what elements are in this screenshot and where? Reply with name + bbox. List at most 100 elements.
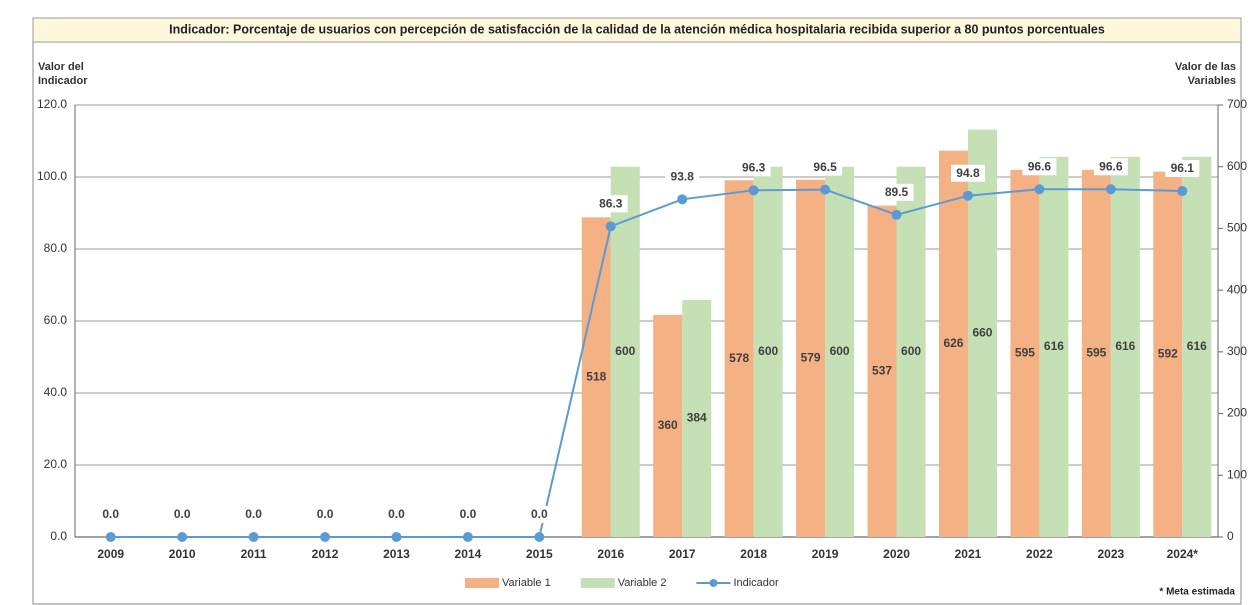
- legend-swatch: [465, 578, 499, 588]
- bar: [610, 166, 640, 537]
- y-tick-label: 0.0: [50, 529, 67, 543]
- label-box: [1022, 158, 1057, 176]
- bar: [1039, 156, 1069, 537]
- bar-label: 600: [615, 344, 635, 358]
- bar-label: 518: [586, 369, 606, 383]
- bar: [796, 179, 826, 537]
- bar: [1153, 171, 1183, 537]
- y2-axis-title: Valor de las Variables: [1174, 61, 1236, 87]
- x-tick-label: 2016: [597, 547, 624, 561]
- bar: [724, 180, 754, 537]
- x-tick-label: 2017: [669, 547, 696, 561]
- line-point: [248, 532, 259, 542]
- y-tick-label: 80.0: [44, 241, 68, 255]
- y2-tick-label: 100: [1227, 467, 1247, 481]
- bar: [682, 300, 712, 537]
- line-point: [820, 184, 831, 195]
- label-box: [308, 506, 343, 523]
- y-tick-label: 120.0: [37, 97, 67, 111]
- point-label: 96.3: [742, 160, 766, 174]
- line-point: [605, 221, 616, 232]
- bar-label: 578: [729, 351, 749, 365]
- bar: [867, 205, 897, 537]
- line-point: [534, 532, 545, 542]
- x-tick-label: 2010: [169, 547, 196, 561]
- y2-tick-label: 500: [1227, 221, 1247, 235]
- x-tick-label: 2018: [740, 547, 767, 561]
- label-box: [736, 159, 771, 177]
- bar: [896, 166, 926, 537]
- title-box: [32, 17, 1242, 43]
- line-point: [462, 532, 473, 542]
- point-label: 96.1: [1171, 161, 1195, 175]
- bar: [938, 150, 968, 537]
- legend-swatch: [580, 578, 615, 588]
- bar-label: 595: [1086, 346, 1106, 360]
- x-tick-label: 2023: [1097, 547, 1124, 561]
- line-point: [177, 532, 188, 542]
- line-point: [677, 194, 688, 205]
- bar-label: 616: [1044, 339, 1064, 353]
- y2-tick-label: 300: [1227, 344, 1247, 358]
- label-box: [165, 506, 200, 523]
- bar-label: 600: [830, 344, 850, 358]
- point-label: 0.0: [531, 507, 548, 521]
- label-box: [879, 183, 914, 201]
- point-label: 96.6: [1028, 159, 1052, 173]
- bar: [967, 129, 997, 537]
- line: [110, 188, 1183, 538]
- point-label: 0.0: [174, 507, 191, 521]
- line-point: [105, 532, 116, 542]
- point-label: 89.5: [885, 185, 909, 199]
- label-box: [593, 195, 628, 213]
- label-box: [1165, 160, 1200, 178]
- x-tick-label: 2020: [883, 547, 910, 561]
- point-label: 94.8: [956, 166, 980, 180]
- y-tick-label: 100.0: [37, 169, 67, 183]
- point-label: 0.0: [317, 507, 334, 521]
- x-tick-label: 2012: [312, 547, 339, 561]
- bar: [581, 217, 611, 537]
- point-label: 96.5: [813, 160, 837, 174]
- label-box: [93, 506, 128, 523]
- label-box: [450, 506, 485, 523]
- y2-tick-label: 0: [1227, 529, 1234, 543]
- y-tick-label: 20.0: [44, 457, 68, 471]
- point-label: 0.0: [388, 507, 405, 521]
- point-label: 86.3: [599, 196, 623, 210]
- bar-label: 384: [687, 411, 707, 425]
- y2-tick-label: 600: [1227, 159, 1247, 173]
- legend-swatch: [709, 579, 718, 587]
- bar: [1110, 156, 1140, 537]
- bar-label: 592: [1158, 346, 1178, 360]
- bar: [1081, 169, 1111, 538]
- x-tick-label: 2019: [812, 547, 839, 561]
- y-tick-label: 40.0: [44, 385, 68, 399]
- x-tick-label: 2015: [526, 547, 553, 561]
- x-tick-label: 2022: [1026, 547, 1053, 561]
- x-tick-label: 2021: [955, 547, 982, 561]
- label-box: [522, 506, 557, 523]
- label-box: [950, 164, 985, 182]
- point-label: 96.6: [1099, 159, 1123, 173]
- bar-label: 595: [1015, 346, 1035, 360]
- bar-label: 616: [1187, 339, 1207, 353]
- bar-label: 626: [943, 336, 963, 350]
- line-point: [1034, 184, 1045, 195]
- bar: [1182, 156, 1212, 537]
- x-tick-label: 2013: [383, 547, 410, 561]
- y2-tick-label: 700: [1227, 97, 1247, 111]
- bar-label: 600: [901, 344, 921, 358]
- note: * Meta estimada: [1159, 587, 1235, 598]
- y-tick-label: 60.0: [44, 313, 68, 327]
- bar: [825, 166, 855, 537]
- line-point: [891, 209, 902, 220]
- bar-label: 616: [1115, 339, 1135, 353]
- x-tick-label: 2014: [455, 547, 482, 561]
- line-point: [320, 532, 331, 542]
- legend-label: Variable 2: [618, 577, 667, 589]
- legend-label: Variable 1: [502, 577, 551, 589]
- chart-title: Indicador: Porcentaje de usuarios con pe…: [169, 22, 1105, 36]
